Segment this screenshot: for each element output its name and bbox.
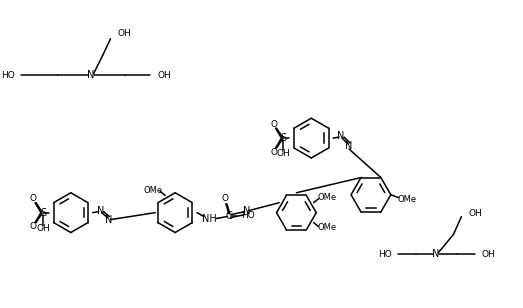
Text: N: N [432, 249, 439, 259]
Text: OMe: OMe [397, 195, 416, 204]
Text: C: C [225, 211, 232, 221]
Text: O: O [29, 194, 37, 203]
Text: OH: OH [36, 224, 50, 233]
Text: OH: OH [118, 29, 131, 38]
Text: OH: OH [481, 250, 495, 259]
Text: HO: HO [378, 250, 392, 259]
Text: O: O [221, 194, 229, 203]
Text: NH: NH [201, 214, 217, 224]
Text: N: N [97, 206, 104, 216]
Text: OMe: OMe [144, 186, 163, 195]
Text: O: O [270, 120, 277, 129]
Text: O: O [29, 222, 37, 231]
Text: OH: OH [277, 149, 290, 159]
Text: N: N [345, 141, 353, 151]
Text: S: S [40, 208, 46, 218]
Text: N: N [87, 71, 94, 80]
Text: OMe: OMe [318, 193, 337, 202]
Text: O: O [270, 148, 277, 156]
Text: N: N [337, 131, 345, 141]
Text: OH: OH [468, 209, 482, 218]
Text: S: S [280, 133, 287, 143]
Text: HO: HO [2, 71, 15, 80]
Text: OMe: OMe [318, 223, 337, 232]
Text: HO: HO [241, 211, 255, 220]
Text: N: N [105, 215, 112, 225]
Text: N: N [243, 206, 251, 216]
Text: OH: OH [157, 71, 171, 80]
